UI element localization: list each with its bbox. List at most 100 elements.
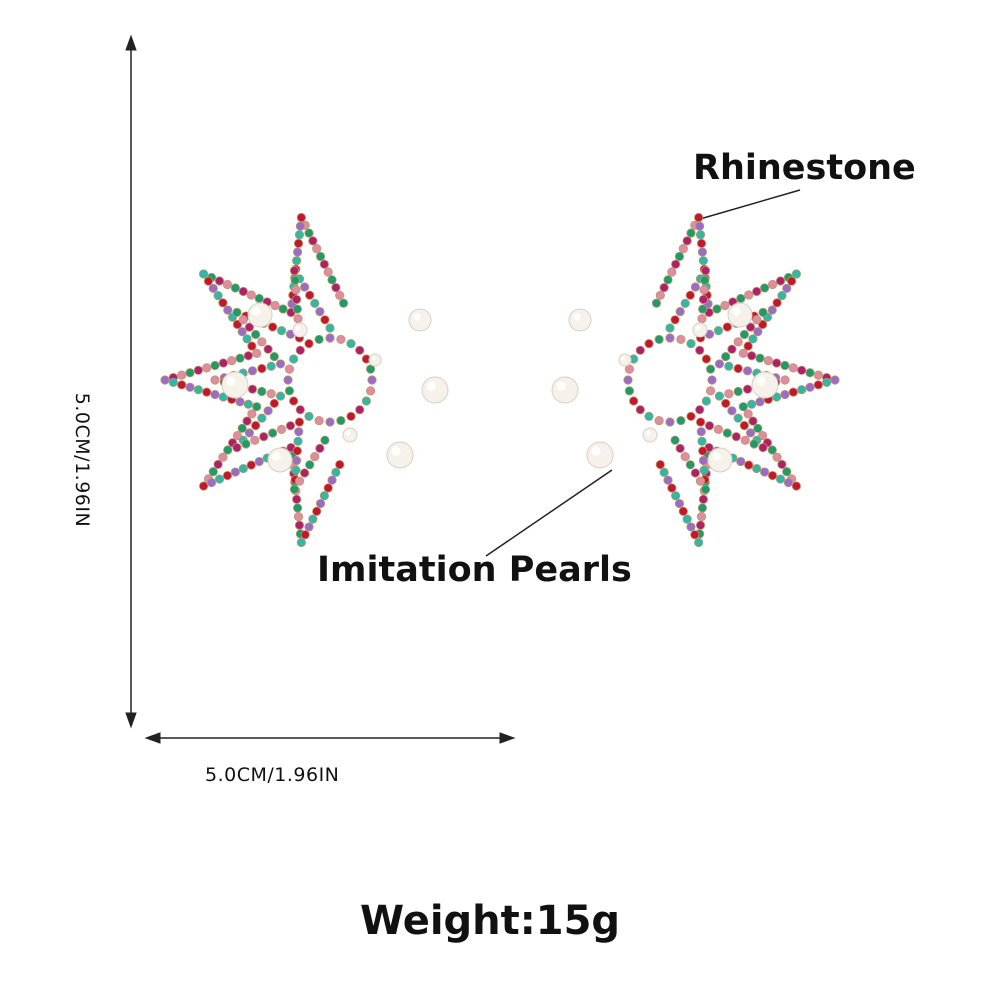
rhinestone: [727, 406, 737, 416]
rhinestone: [670, 435, 680, 445]
rhinestone: [780, 360, 790, 371]
rhinestone: [744, 290, 754, 300]
rhinestone: [312, 506, 322, 516]
rhinestone: [624, 364, 635, 374]
rhinestone: [663, 275, 673, 285]
rhinestone: [724, 361, 734, 371]
rhinestone: [670, 315, 680, 325]
rhinestone: [284, 364, 295, 374]
rhinestone: [671, 491, 681, 501]
rhinestone: [675, 307, 685, 317]
rhinestone: [218, 358, 228, 368]
rhinestone: [244, 322, 255, 332]
rhinestone: [772, 358, 782, 368]
rhinestone: [325, 333, 335, 343]
rhinestone: [247, 341, 257, 351]
rhinestone: [295, 405, 305, 415]
pearl-highlight: [591, 446, 601, 456]
rhinestone: [241, 439, 251, 449]
rhinestone: [305, 290, 315, 300]
rhinestone: [685, 290, 695, 300]
rhinestone: [193, 385, 203, 395]
rhinestone: [327, 475, 337, 485]
rhinestone: [268, 428, 278, 438]
rhinestone: [739, 329, 749, 340]
rhinestone: [698, 446, 708, 456]
rhinestone: [300, 530, 310, 540]
rhinestone: [315, 307, 325, 317]
rhinestone: [218, 392, 228, 402]
rhinestone: [304, 411, 314, 421]
pearl-highlight: [426, 381, 436, 391]
rhinestone: [791, 269, 801, 279]
rhinestone: [320, 435, 330, 445]
rhinestone: [308, 514, 318, 524]
rhinestone: [232, 442, 242, 453]
rhinestone: [227, 355, 237, 366]
rhinestone: [654, 334, 664, 345]
rhinestone: [720, 300, 730, 311]
rhinestone: [736, 293, 746, 304]
rhinestone-callout-label: Rhinestone: [693, 148, 916, 188]
rhinestone: [250, 435, 260, 445]
rhinestone: [697, 436, 707, 446]
rhinestone: [676, 415, 686, 426]
pearl-highlight: [712, 452, 721, 461]
rhinestone: [695, 476, 706, 486]
rhinestone: [733, 413, 743, 423]
rhinestone: [740, 435, 750, 445]
rhinestone: [644, 339, 654, 349]
rhinestone: [733, 337, 743, 347]
rhinestone: [699, 285, 709, 295]
left-earring: [160, 212, 449, 548]
rhinestone: [686, 228, 696, 238]
rhinestone: [293, 511, 304, 522]
rhinestone: [763, 355, 773, 366]
rhinestone: [690, 282, 700, 292]
rhinestone: [325, 323, 335, 333]
rhinestone: [210, 360, 220, 371]
rhinestone: [686, 339, 696, 349]
rhinestone: [270, 300, 280, 311]
rhinestone: [682, 514, 692, 524]
rhinestone: [291, 285, 301, 295]
rhinestone: [210, 375, 220, 385]
rhinestone: [760, 467, 770, 477]
pearl-highlight: [756, 376, 766, 386]
rhinestone: [208, 467, 218, 477]
rhinestone: [733, 363, 743, 374]
rhinestone: [712, 304, 722, 314]
rhinestone: [701, 396, 711, 406]
rhinestone: [698, 294, 709, 305]
pearl-highlight: [272, 452, 281, 461]
rhinestone: [293, 314, 303, 324]
rhinestone: [300, 468, 310, 478]
rhinestone: [335, 460, 345, 470]
rhinestone: [210, 389, 220, 400]
pearl: [568, 308, 592, 332]
rhinestone: [667, 483, 677, 493]
pearl: [551, 376, 579, 404]
rhinestone: [257, 386, 267, 397]
rhinestone: [713, 424, 724, 434]
rhinestone: [733, 386, 743, 397]
rhinestone: [160, 375, 170, 385]
pearl: [618, 353, 632, 367]
rhinestone: [699, 465, 709, 475]
rhinestone: [185, 382, 195, 392]
rhinestone: [748, 334, 758, 344]
rhinestone: [247, 409, 257, 419]
rhinestone: [786, 276, 797, 286]
rhinestone: [315, 251, 326, 262]
rhinestone: [753, 327, 763, 337]
rhinestone: [697, 314, 707, 324]
rhinestone: [697, 247, 708, 257]
rhinestone: [252, 348, 262, 358]
rhinestone: [238, 315, 248, 325]
rhinestone: [722, 428, 732, 438]
pearl-highlight: [252, 307, 261, 316]
rhinestone: [752, 463, 762, 474]
rhinestone: [753, 423, 763, 433]
rhinestone: [238, 463, 248, 474]
rhinestone: [294, 476, 305, 486]
